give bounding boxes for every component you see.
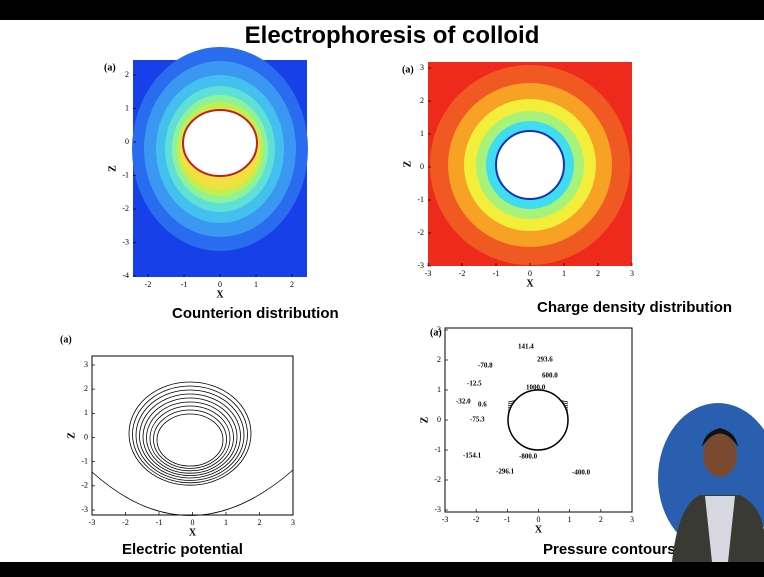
x-tick-label: 1	[562, 269, 566, 278]
panel-label: (a)	[104, 62, 116, 73]
x-axis-label: X	[189, 527, 197, 538]
y-tick-label: -2	[417, 228, 424, 237]
slide: Electrophoresis of colloid (a) Counterion…	[0, 0, 764, 577]
y-tick-label: -1	[81, 456, 88, 465]
contour-label: -75.3	[470, 416, 485, 424]
x-tick-label: -1	[156, 518, 163, 527]
x-tick-label: 1	[254, 280, 258, 289]
panel-label: (a)	[402, 64, 414, 75]
y-tick-label: -3	[81, 505, 88, 514]
y-tick-label: -1	[417, 195, 424, 204]
contour-label: 141.4	[518, 343, 534, 351]
y-tick-label: -1	[434, 445, 441, 454]
x-tick-label: 0	[528, 269, 532, 278]
y-tick-label: 2	[437, 355, 441, 364]
y-axis-label: Z	[107, 165, 118, 172]
y-axis-label: Z	[66, 432, 77, 439]
particle	[496, 131, 564, 199]
particle	[183, 110, 257, 176]
slide-title: Electrophoresis of colloid	[245, 22, 540, 49]
y-tick-label: 2	[84, 384, 88, 393]
y-tick-label: 0	[420, 162, 424, 171]
contour-label: 1000.0	[526, 384, 546, 392]
x-axis-label: X	[216, 289, 224, 300]
y-tick-label: -3	[434, 505, 441, 514]
x-tick-label: -3	[442, 515, 449, 524]
y-tick-label: 0	[437, 415, 441, 424]
x-tick-label: 3	[630, 515, 634, 524]
y-tick-label: -4	[122, 271, 129, 280]
x-tick-label: 0	[218, 280, 222, 289]
y-tick-label: -2	[81, 481, 88, 490]
caption: Charge density distribution	[537, 299, 732, 316]
x-tick-label: -2	[473, 515, 480, 524]
y-tick-label: -3	[417, 261, 424, 270]
plot-frame	[92, 356, 293, 515]
x-tick-label: 2	[599, 515, 603, 524]
x-axis-label: X	[526, 278, 534, 289]
x-tick-label: -3	[89, 518, 96, 527]
y-tick-label: 2	[420, 96, 424, 105]
contour-label: 0.6	[478, 401, 487, 409]
contour-label: -296.1	[496, 468, 515, 476]
y-tick-label: 1	[125, 103, 129, 112]
y-tick-label: 0	[125, 137, 129, 146]
x-tick-label: -1	[181, 280, 188, 289]
y-axis-label: Z	[419, 416, 430, 423]
x-tick-label: 3	[630, 269, 634, 278]
x-tick-label: 1	[568, 515, 572, 524]
x-tick-label: -1	[493, 269, 500, 278]
x-tick-label: 3	[291, 518, 295, 527]
y-tick-label: 1	[84, 408, 88, 417]
x-tick-label: 2	[596, 269, 600, 278]
x-tick-label: -2	[145, 280, 152, 289]
contour-label: -70.8	[478, 362, 493, 370]
contour-label: -12.5	[467, 380, 482, 388]
contour-label: -400.0	[572, 469, 591, 477]
y-tick-label: 3	[420, 63, 424, 72]
contour-label: -800.0	[519, 453, 538, 461]
y-tick-label: -2	[434, 475, 441, 484]
contour-label: -154.1	[463, 452, 482, 460]
y-tick-label: -3	[122, 237, 129, 246]
x-tick-label: 2	[258, 518, 262, 527]
x-tick-label: -2	[459, 269, 466, 278]
panel-label: (a)	[60, 334, 72, 345]
contour-label: 293.6	[537, 356, 553, 364]
x-tick-label: -1	[504, 515, 511, 524]
y-tick-label: -1	[122, 170, 129, 179]
x-tick-label: 0	[191, 518, 195, 527]
caption: Pressure contours	[543, 541, 676, 558]
x-tick-label: 1	[224, 518, 228, 527]
x-tick-label: 2	[290, 280, 294, 289]
caption: Electric potential	[122, 541, 243, 558]
y-tick-label: 2	[125, 70, 129, 79]
x-tick-label: 0	[537, 515, 541, 524]
x-tick-label: -3	[425, 269, 432, 278]
contour-label: -32.0	[456, 398, 471, 406]
y-tick-label: 0	[84, 432, 88, 441]
contour-label: 600.0	[542, 372, 558, 380]
particle	[508, 390, 568, 450]
y-axis-label: Z	[402, 160, 413, 167]
y-tick-label: 3	[437, 325, 441, 334]
y-tick-label: -2	[122, 204, 129, 213]
x-axis-label: X	[535, 524, 543, 535]
caption: Counterion distribution	[172, 305, 339, 322]
y-tick-label: 3	[84, 360, 88, 369]
x-tick-label: -2	[122, 518, 129, 527]
y-tick-label: 1	[437, 385, 441, 394]
y-tick-label: 1	[420, 129, 424, 138]
